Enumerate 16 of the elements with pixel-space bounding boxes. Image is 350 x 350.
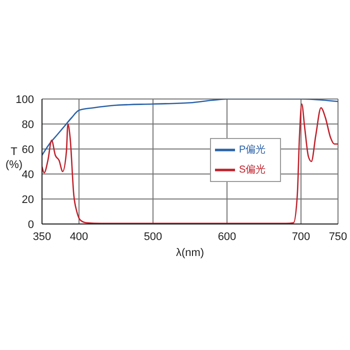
y-tick-label: 80 [22, 118, 34, 131]
x-tick-label: 350 [32, 230, 52, 243]
y-tick-label: 0 [28, 218, 34, 231]
x-tick-label: 400 [70, 230, 88, 243]
y-axis-title: T (%) [5, 146, 23, 171]
x-tick-label: 600 [218, 230, 236, 243]
x-axis-title: λ(nm) [176, 247, 204, 259]
x-tick-label: 750 [328, 230, 348, 243]
y-tick-label: 60 [22, 144, 34, 156]
y-tick-label: 40 [22, 168, 34, 181]
y-tick-label: 100 [16, 94, 34, 106]
legend-label: P偏光 [239, 144, 266, 156]
x-tick-label: 500 [144, 230, 162, 243]
legend-label: S偏光 [239, 164, 266, 176]
y-tick-label: 20 [22, 194, 34, 206]
x-tick-label: 700 [292, 230, 310, 243]
